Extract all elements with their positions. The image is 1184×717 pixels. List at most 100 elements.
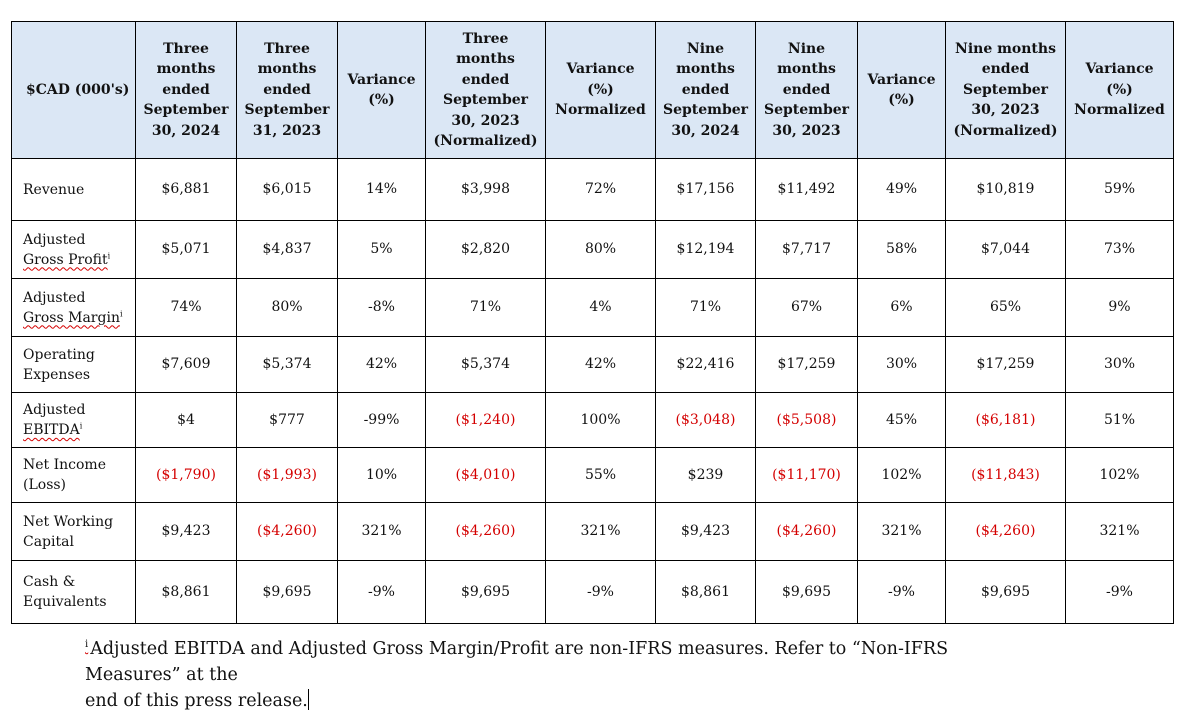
table-cell: $17,259 — [755, 336, 858, 393]
column-header-line: ended — [681, 81, 730, 98]
table-cell: $9,695 — [945, 560, 1066, 624]
table-cell: $7,609 — [135, 336, 237, 393]
column-header-line: (%) — [368, 92, 395, 108]
table-cell: ($1,790) — [135, 447, 237, 503]
column-header-line: months — [257, 61, 317, 78]
row-label-line: (Loss) — [23, 477, 67, 493]
row-label: Adjusted Gross Profiti — [11, 220, 136, 279]
row-label: Adjusted Gross Margini — [11, 278, 136, 337]
footnote-reference: i — [119, 308, 123, 318]
table-cell: ($6,181) — [945, 392, 1066, 448]
column-header-line: Variance — [867, 71, 936, 88]
table-cell: -8% — [337, 278, 426, 337]
footnote-mark: i — [85, 639, 89, 651]
table-cell: 42% — [545, 336, 656, 393]
row-label-line: Adjusted — [23, 402, 86, 418]
footnote-reference: i — [79, 421, 83, 431]
table-cell: ($1,240) — [425, 392, 546, 448]
column-header-line: months — [777, 61, 836, 78]
table-cell: ($11,843) — [945, 447, 1066, 503]
table-row: Cash & Equivalents $8,861 $9,695 -9% $9,695 -9… — [11, 560, 1174, 624]
column-header-line: (%) — [587, 81, 614, 98]
table-cell: 80% — [545, 220, 656, 279]
row-label: Revenue — [11, 158, 136, 221]
table-cell: $5,374 — [236, 336, 338, 393]
row-label-line: EBITDA — [23, 422, 80, 438]
table-cell: 6% — [857, 278, 946, 337]
table-cell: 102% — [1065, 447, 1174, 503]
table-row: Adjusted EBITDAi $4 $777 -99% ($1,240) 100% ($3… — [11, 392, 1174, 448]
column-header-line: Variance — [1085, 61, 1154, 78]
column-header-line: Three — [462, 30, 509, 47]
column-header-line: ended — [782, 81, 831, 98]
column-header-line: months — [676, 61, 735, 78]
column-header-line: Nine months — [955, 40, 1056, 57]
table-row: Adjusted Gross Profiti $5,071 $4,837 5% $2,82… — [11, 220, 1174, 279]
table-cell: 321% — [545, 502, 656, 561]
table-cell: -9% — [545, 560, 656, 624]
table-cell: $9,423 — [655, 502, 756, 561]
row-label: Net Income (Loss) — [11, 447, 136, 503]
table-cell: $7,717 — [755, 220, 858, 279]
table-cell: 49% — [857, 158, 946, 221]
row-label: Operating Expenses — [11, 336, 136, 393]
table-cell: $239 — [655, 447, 756, 503]
column-header-line: September — [143, 102, 229, 119]
column-header-line: September — [662, 102, 749, 119]
table-row: Net Income (Loss) ($1,790) ($1,993) 10% ($4,0… — [11, 447, 1174, 503]
table-cell: $9,423 — [135, 502, 237, 561]
row-label-line: Net Income — [23, 457, 106, 473]
column-header-line: (%) — [888, 92, 915, 108]
column-header: Three months ended September 31, 2023 — [236, 21, 338, 159]
table-cell: $4 — [135, 392, 237, 448]
table-body: Revenue $6,881 $6,015 14% $3,998 72% $17,156 $1… — [11, 158, 1174, 624]
column-header-line: 30, 2024 — [671, 122, 740, 139]
column-header-line: 30, 2024 — [151, 122, 221, 139]
table-header: $CAD (000's) Three months ended September 30… — [11, 21, 1174, 159]
table-cell: 30% — [1065, 336, 1174, 393]
column-header: Variance (%) Normalized — [1065, 21, 1174, 159]
table-cell: ($5,508) — [755, 392, 858, 448]
table-cell: $9,695 — [755, 560, 858, 624]
table-cell: 59% — [1065, 158, 1174, 221]
table-cell: 55% — [545, 447, 656, 503]
table-row: Adjusted Gross Margini 74% 80% -8% 71% 4% 71% 67… — [11, 278, 1174, 337]
table-cell: $22,416 — [655, 336, 756, 393]
table-cell: 67% — [755, 278, 858, 337]
column-header-line: Nine — [686, 40, 725, 57]
table-cell: -9% — [857, 560, 946, 624]
column-header-line: 31, 2023 — [252, 122, 322, 139]
table-row: Operating Expenses $7,609 $5,374 42% $5,374 42… — [11, 336, 1174, 393]
table-cell: -9% — [337, 560, 426, 624]
table-cell: $12,194 — [655, 220, 756, 279]
table-cell: 71% — [655, 278, 756, 337]
table-cell: ($4,260) — [945, 502, 1066, 561]
column-header-line: September — [962, 81, 1049, 98]
column-header: Nine months ended September 30, 2023 (Normal… — [945, 21, 1066, 159]
footnote: i Adjusted EBITDA and Adjusted Gross Marg… — [85, 636, 1045, 714]
column-header-line: (Normalized) — [433, 133, 538, 149]
column-header-line: ended — [461, 71, 510, 88]
table-cell: 9% — [1065, 278, 1174, 337]
table-cell: ($1,993) — [236, 447, 338, 503]
table-cell: 321% — [337, 502, 426, 561]
column-header-line: Normalized — [1074, 102, 1165, 119]
column-header: Nine months ended September 30, 2023 — [755, 21, 858, 159]
column-header-line: Nine — [787, 40, 826, 57]
row-label-line: Capital — [23, 533, 74, 550]
footnote-line-1: i Adjusted EBITDA and Adjusted Gross Marg… — [85, 636, 1045, 688]
table-cell: $4,837 — [236, 220, 338, 279]
row-label: Adjusted EBITDAi — [11, 392, 136, 448]
table-cell: 321% — [1065, 502, 1174, 561]
table-cell: ($4,260) — [236, 502, 338, 561]
table-cell: 73% — [1065, 220, 1174, 279]
table-cell: $9,695 — [236, 560, 338, 624]
header-row: $CAD (000's) Three months ended September 30… — [11, 21, 1174, 159]
table-cell: ($3,048) — [655, 392, 756, 448]
table-cell: $10,819 — [945, 158, 1066, 221]
column-header-line: (%) — [1106, 81, 1133, 98]
table-cell: $17,156 — [655, 158, 756, 221]
footnote-reference: i — [107, 250, 111, 260]
table-cell: -99% — [337, 392, 426, 448]
column-header-line: months — [156, 61, 216, 78]
